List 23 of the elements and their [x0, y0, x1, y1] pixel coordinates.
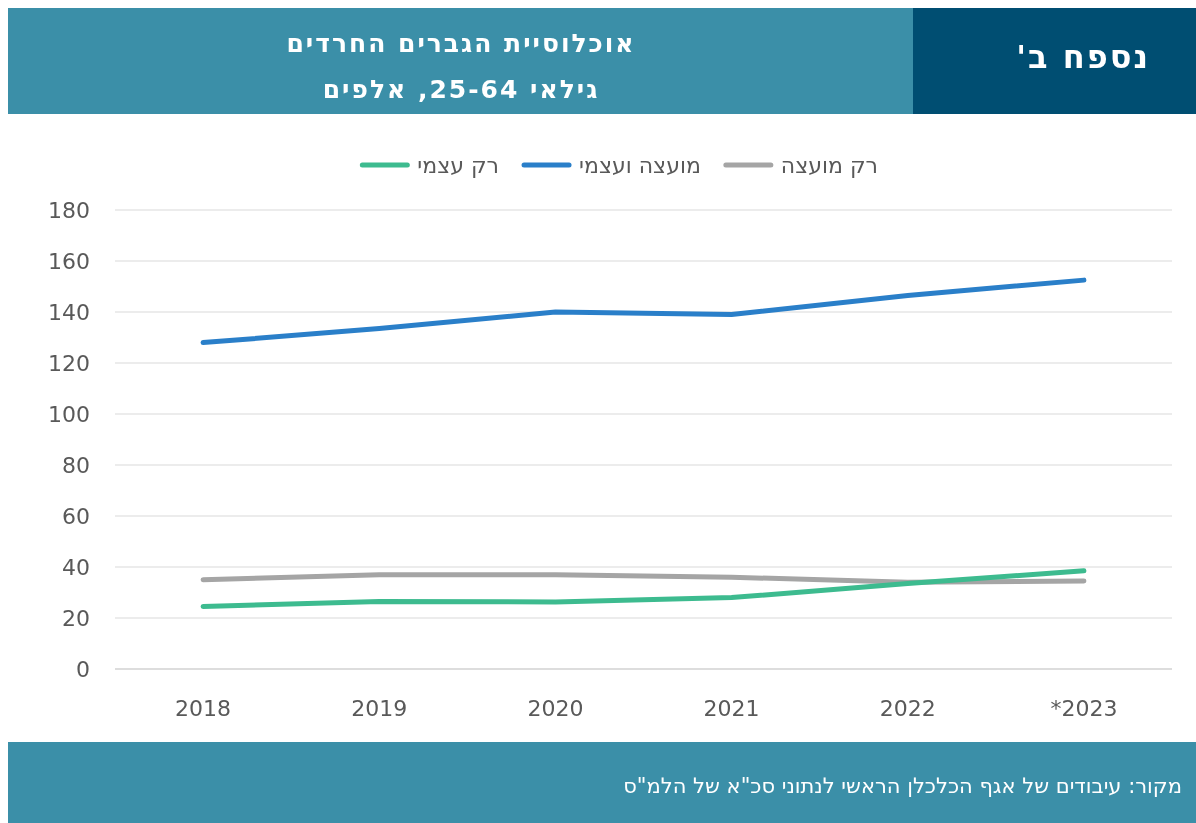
chart-title: אוכלוסיית הגברים החרדים — [286, 29, 636, 58]
y-tick-label: 20 — [62, 606, 90, 631]
y-tick-label: 140 — [48, 300, 90, 325]
x-tick-label: *2023 — [1050, 696, 1118, 721]
x-tick-label: 2019 — [351, 696, 408, 721]
legend-label: רק עצמי — [417, 153, 500, 178]
legend-label: מועצה ועצמי — [579, 153, 701, 178]
y-tick-label: 0 — [76, 657, 90, 682]
y-tick-label: 100 — [48, 402, 90, 427]
y-tick-label: 120 — [48, 351, 90, 376]
y-tick-label: 160 — [48, 249, 90, 274]
legend-label: רק מועצה — [780, 153, 878, 178]
y-tick-label: 80 — [62, 453, 90, 478]
x-tick-label: 2018 — [175, 696, 232, 721]
text: מקור: עיבודים של אגף הכלכלן הראשי לנתוני סכ"א של הלמ"ס — [623, 774, 1182, 798]
y-tick-label: 60 — [62, 504, 90, 529]
y-tick-label: 40 — [62, 555, 90, 580]
text: נספח ב' — [1016, 38, 1150, 76]
chart-subtitle: גילאי 25-64, אלפים — [322, 75, 600, 104]
y-tick-label: 180 — [48, 198, 90, 223]
x-tick-label: 2021 — [703, 696, 760, 721]
x-tick-label: 2022 — [879, 696, 936, 721]
x-tick-label: 2020 — [527, 696, 584, 721]
